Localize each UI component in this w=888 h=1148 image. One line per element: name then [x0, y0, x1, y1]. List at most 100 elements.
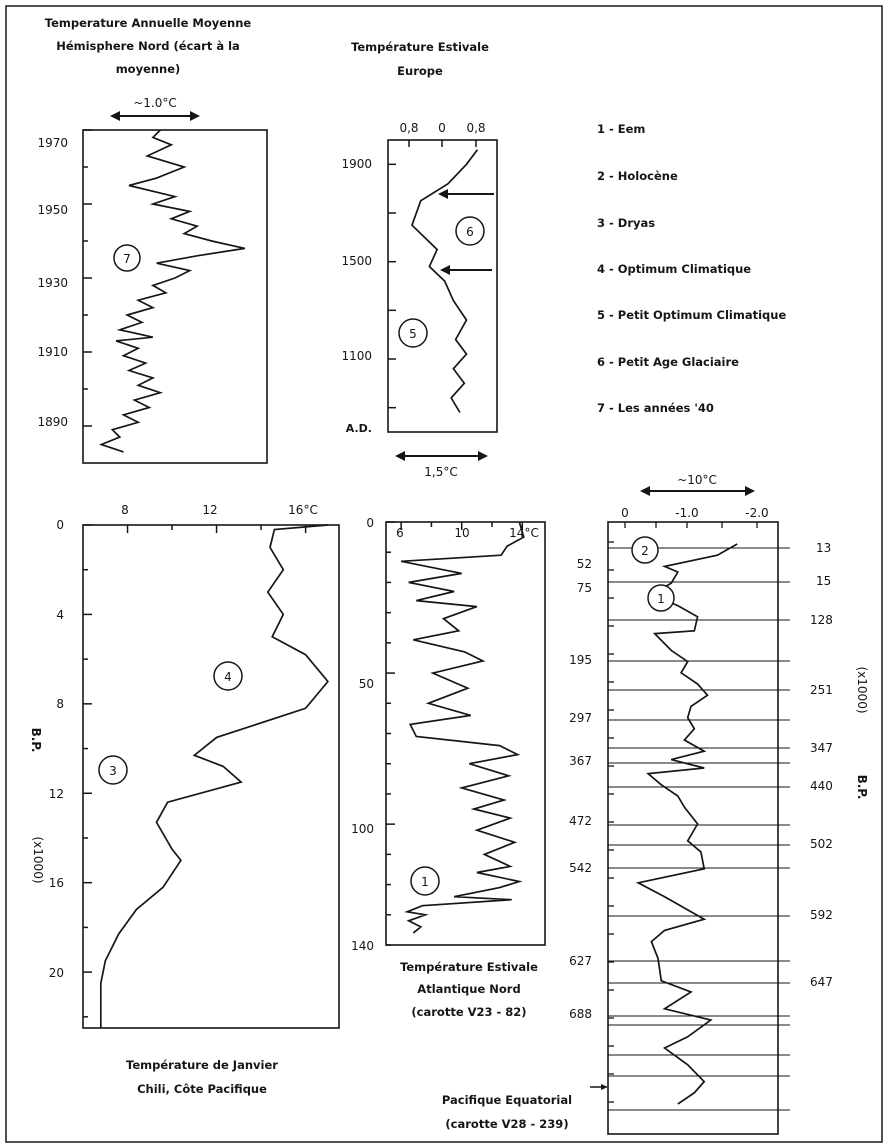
- ch-ytick-16: 16: [49, 876, 64, 890]
- pa-left-arrow: [590, 1084, 608, 1090]
- ch-xtick-8: 8: [121, 503, 129, 517]
- hn-tick-1930: 1930: [37, 276, 68, 290]
- eu-marker-6-label: 6: [466, 225, 474, 239]
- pa-left-195: 195: [569, 653, 592, 667]
- pa-left-297: 297: [569, 711, 592, 725]
- pa-left-367: 367: [569, 754, 592, 768]
- hn-series-line: [98, 129, 246, 453]
- ch-plot-frame: [82, 524, 340, 1029]
- panel-europe: Température Estivale Europe 0,8 0 0,8 19…: [341, 40, 498, 479]
- pa-right-13: 13: [816, 541, 831, 555]
- eu-title-1: Température Estivale: [351, 40, 489, 54]
- at-ytick-50: 50: [359, 677, 374, 691]
- ch-title-2: Chili, Côte Pacifique: [137, 1082, 267, 1096]
- at-ytick-0: 0: [366, 516, 374, 530]
- pa-xtick-1: -1.0: [675, 506, 698, 520]
- panel-atlantique: 6 10 14°C 0 50 100 140 1 Température Est…: [351, 516, 546, 1019]
- ch-ytick-20: 20: [49, 966, 64, 980]
- legend-item-5: 5 - Petit Optimum Climatique: [597, 308, 786, 322]
- pa-title-2: (carotte V28 - 239): [445, 1117, 568, 1131]
- at-xtick-14: 14°C: [509, 526, 539, 540]
- eu-tick-1100: 1100: [341, 349, 372, 363]
- pa-left-688: 688: [569, 1007, 592, 1021]
- hn-marker-7: 7: [113, 244, 141, 272]
- pa-right-128: 128: [810, 613, 833, 627]
- pa-left-627: 627: [569, 954, 592, 968]
- ch-xtick-16: 16°C: [288, 503, 318, 517]
- hn-tick-1890: 1890: [37, 415, 68, 429]
- ch-marker-4-label: 4: [224, 670, 232, 684]
- pa-horizontal-lines: [608, 547, 790, 1111]
- ch-ytick-12: 12: [49, 787, 64, 801]
- ch-marker-3-label: 3: [109, 764, 117, 778]
- hn-y-labels: 1970 1950 1930 1910 1890: [37, 136, 68, 429]
- ch-series-line: [99, 524, 330, 1028]
- pa-right-592: 592: [810, 908, 833, 922]
- eu-marker-6: 6: [455, 216, 485, 246]
- at-xtick-6: 6: [396, 526, 404, 540]
- at-marker-1-label: 1: [421, 875, 429, 889]
- at-series-line: [400, 521, 525, 934]
- pa-marker-2-label: 2: [641, 544, 649, 558]
- eu-tick-1900: 1900: [341, 157, 372, 171]
- at-ytick-100: 100: [351, 822, 374, 836]
- hn-tick-1910: 1910: [37, 345, 68, 359]
- pa-right-labels: 13 15 128 251 347 440 502 592 647: [810, 541, 833, 989]
- pa-left-542: 542: [569, 861, 592, 875]
- hn-marker-7-label: 7: [123, 252, 131, 266]
- ch-xtick-12: 12: [202, 503, 217, 517]
- hn-title-2: Hémisphere Nord (écart à la: [56, 39, 240, 53]
- pa-left-75: 75: [577, 581, 592, 595]
- ch-marker-3: 3: [98, 755, 128, 785]
- hn-scale-arrow: [110, 111, 200, 121]
- panel-pacifique: ~10°C 0 -1.0 -2.0 52 75 195 297 367 472 …: [442, 473, 869, 1135]
- legend-item-4: 4 - Optimum Climatique: [597, 262, 751, 276]
- pa-xtick-0: 0: [621, 506, 629, 520]
- ch-ytick-4: 4: [56, 608, 64, 622]
- at-marker-1: 1: [410, 866, 440, 896]
- eu-y-ticks: [388, 140, 477, 409]
- ch-marker-4: 4: [213, 661, 243, 691]
- legend-item-6: 6 - Petit Age Glaciaire: [597, 355, 739, 369]
- pa-right-347: 347: [810, 741, 833, 755]
- pa-scale-arrow: [640, 486, 755, 496]
- pa-right-251: 251: [810, 683, 833, 697]
- pa-marker-1-label: 1: [657, 592, 665, 606]
- legend-item-1: 1 - Eem: [597, 122, 645, 136]
- legend-item-7: 7 - Les années '40: [597, 401, 714, 415]
- eu-marker-5: 5: [398, 318, 428, 348]
- hn-y-ticks: [83, 129, 92, 427]
- eu-title-2: Europe: [397, 64, 443, 78]
- hn-scale-label: ~1.0°C: [133, 96, 177, 110]
- ch-ytick-0: 0: [56, 518, 64, 532]
- eu-series-line: [411, 149, 479, 413]
- at-ytick-140: 140: [351, 939, 374, 953]
- pa-ylabel-mult: (x1000): [855, 666, 869, 713]
- hn-plot-frame: [82, 129, 268, 464]
- eu-scale-arrow: [395, 451, 488, 461]
- panel-hemisphere-nord: Temperature Annuelle Moyenne Hémisphere …: [37, 16, 268, 464]
- pa-right-647: 647: [810, 975, 833, 989]
- pa-plot-frame: [607, 521, 779, 1135]
- ch-ylabel-bp: B.P.: [29, 728, 43, 753]
- eu-plot-frame: [387, 139, 498, 433]
- hn-title-1: Temperature Annuelle Moyenne: [45, 16, 252, 30]
- pa-series-line: [635, 543, 738, 1105]
- hn-title-3: moyenne): [116, 62, 181, 76]
- ch-ylabel-mult: (x1000): [31, 836, 45, 883]
- legend: 1 - Eem 2 - Holocène 3 - Dryas 4 - Optim…: [597, 122, 786, 415]
- legend-item-3: 3 - Dryas: [597, 216, 655, 230]
- eu-scale-label: 1,5°C: [424, 465, 457, 479]
- legend-item-2: 2 - Holocène: [597, 169, 678, 183]
- pa-ticks: [608, 522, 758, 1103]
- pa-marker-1: 1: [647, 584, 675, 612]
- eu-xtick-1: 0: [438, 121, 446, 135]
- pa-xtick-2: -2.0: [745, 506, 768, 520]
- hn-tick-1970: 1970: [37, 136, 68, 150]
- eu-arrow-1: [438, 189, 494, 199]
- pa-right-440: 440: [810, 779, 833, 793]
- pa-right-15: 15: [816, 574, 831, 588]
- panel-chili: 8 12 16°C 0 4 8 12 16 20 B.P. (x1000) 4 …: [29, 503, 340, 1096]
- at-ticks: [386, 521, 524, 946]
